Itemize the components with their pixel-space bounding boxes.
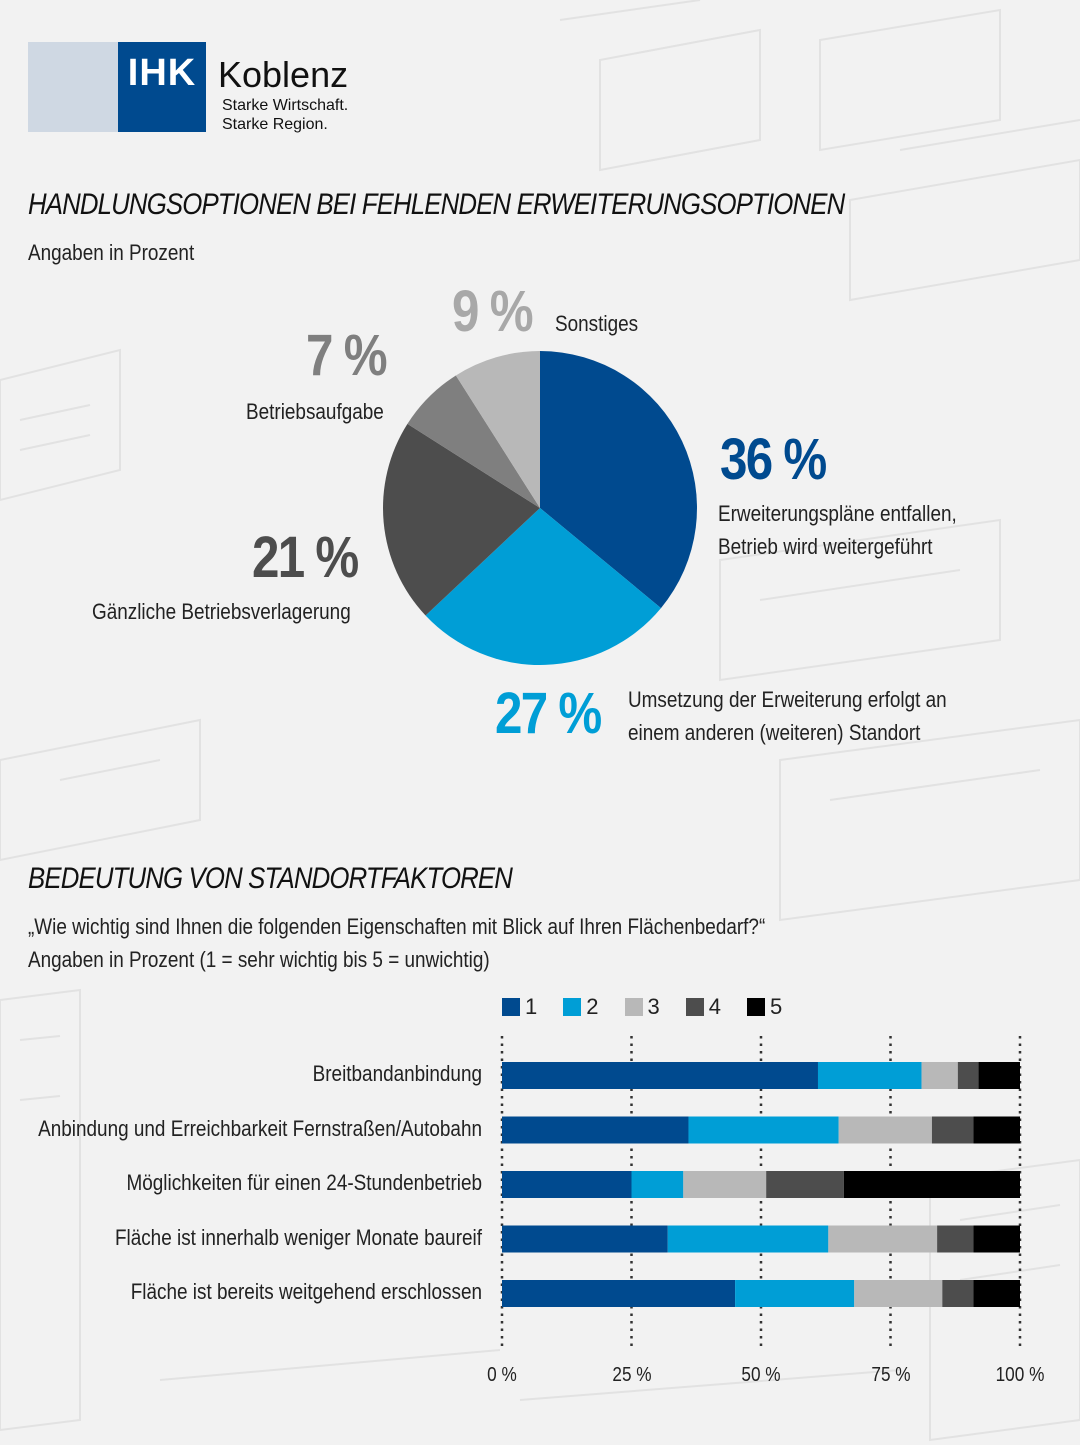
bar-section-question: „Wie wichtig sind Ihnen die folgenden Ei…: [28, 914, 766, 939]
bar-category-label: Breitbandanbindung: [312, 1061, 482, 1086]
pie-category-label-line: Betriebsaufgabe: [246, 399, 384, 424]
bar-segment: [973, 1225, 1020, 1253]
bar-segment: [631, 1171, 684, 1198]
pie-category-label-line: Sonstiges: [555, 311, 639, 336]
bar-segment: [766, 1171, 844, 1198]
bar-segment: [973, 1280, 1020, 1307]
pie-category-label-1: Erweiterungspläne entfallen, Betrieb wird…: [718, 497, 957, 563]
legend-swatch: [747, 998, 765, 1016]
bar-segment: [973, 1116, 1020, 1144]
pie-category-label-5: Sonstiges: [555, 307, 638, 340]
bar-segment: [735, 1280, 855, 1307]
pie-percent-label-4: 7 %: [306, 323, 388, 388]
x-tick-label: 50 %: [741, 1364, 781, 1386]
bar-segment: [921, 1062, 958, 1089]
logo-tagline-1: Starke Wirtschaft.: [222, 97, 349, 114]
bar-segment: [838, 1116, 932, 1144]
pie-category-label-2: Umsetzung der Erweiterung erfolgt an eine…: [628, 683, 947, 749]
bar-segment: [817, 1062, 922, 1089]
bar-segment: [957, 1062, 979, 1089]
logo-abbr: IHK: [127, 52, 197, 94]
pie-category-label-3: Gänzliche Betriebsverlagerung: [92, 595, 351, 628]
pie-slice-2: [425, 508, 661, 665]
pie-section-subtitle: Angaben in Prozent: [28, 240, 195, 265]
bar-section-title: BEDEUTUNG VON STANDORTFAKTOREN: [28, 862, 513, 895]
bar-segment: [683, 1171, 767, 1198]
bar-segment: [688, 1116, 839, 1144]
pie-percent-label-1: 36 %: [720, 427, 827, 492]
bar-segment: [942, 1280, 974, 1307]
pie-category-label-line: Betrieb wird weitergeführt: [718, 534, 933, 559]
legend-item-3: 3: [624, 994, 660, 1020]
pie-percent-label-3: 21 %: [252, 525, 359, 590]
legend-item-4: 4: [685, 994, 721, 1020]
pie-slice-4: [407, 375, 540, 508]
bar-segment: [937, 1225, 974, 1253]
x-tick-label: 25 %: [611, 1364, 652, 1386]
pie-percent-label-5: 9 %: [452, 279, 534, 344]
legend-label: 2: [586, 994, 599, 1019]
legend-label: 5: [770, 994, 783, 1019]
bar-segment: [843, 1171, 1020, 1198]
bar-section-subtitle: Angaben in Prozent (1 = sehr wichtig bis…: [28, 947, 490, 972]
bar-category-label: Fläche ist bereits weitgehend erschlosse…: [130, 1279, 482, 1304]
x-tick-label: 0 %: [487, 1364, 517, 1386]
legend-label: 1: [525, 994, 538, 1019]
pie-category-label-line: Erweiterungspläne entfallen,: [718, 501, 957, 526]
legend-item-2: 2: [563, 994, 599, 1020]
legend-item-1: 1: [502, 994, 537, 1020]
pie-slice-3: [383, 423, 540, 616]
pie-slice-5: [455, 351, 540, 508]
bar-segment: [978, 1062, 1020, 1089]
logo-city: Koblenz: [218, 54, 349, 95]
logo-tagline: Starke Wirtschaft. Starke Region.: [222, 96, 348, 134]
pie-category-label-line: einem anderen (weiteren) Standort: [628, 720, 921, 745]
x-tick-label: 75 %: [870, 1364, 911, 1386]
logo-tagline-2: Starke Region.: [222, 116, 328, 133]
legend-label: 4: [708, 994, 721, 1019]
bar-category-label: Fläche ist innerhalb weniger Monate baur…: [114, 1224, 482, 1250]
bar-segment: [667, 1225, 829, 1253]
pie-slice-1: [540, 351, 697, 609]
bar-category-label: Möglichkeiten für einen 24-Stundenbetrie…: [126, 1170, 482, 1195]
bar-category-label: Anbindung und Erreichbarkeit Fernstraßen…: [38, 1115, 482, 1141]
legend-swatch: [685, 998, 704, 1016]
pie-chart: [383, 351, 697, 665]
pie-section-title: HANDLUNGSOPTIONEN BEI FEHLENDEN ERWEITER…: [28, 188, 845, 221]
logo-light-block: [28, 42, 120, 132]
legend-swatch: [624, 998, 643, 1016]
bar-segment: [854, 1280, 943, 1307]
bar-legend: 1 2 3 4 5: [502, 994, 782, 1020]
logo-box: [118, 42, 206, 132]
legend-item-5: 5: [747, 994, 782, 1020]
legend-swatch: [502, 998, 520, 1016]
pie-category-label-line: Umsetzung der Erweiterung erfolgt an: [628, 687, 947, 712]
bar-segment: [828, 1225, 938, 1253]
pie-category-label-line: Gänzliche Betriebsverlagerung: [92, 599, 351, 624]
legend-label: 3: [647, 994, 660, 1019]
pie-percent-label-2: 27 %: [495, 681, 602, 746]
legend-swatch: [563, 998, 582, 1016]
bar-segment: [502, 1280, 736, 1307]
bar-segment: [502, 1171, 632, 1198]
bar-segment: [502, 1116, 689, 1144]
bar-segment: [931, 1116, 974, 1144]
x-tick-label: 100 %: [995, 1364, 1045, 1386]
bar-segment: [502, 1225, 668, 1253]
pie-category-label-4: Betriebsaufgabe: [246, 395, 384, 428]
bar-segment: [502, 1062, 818, 1089]
